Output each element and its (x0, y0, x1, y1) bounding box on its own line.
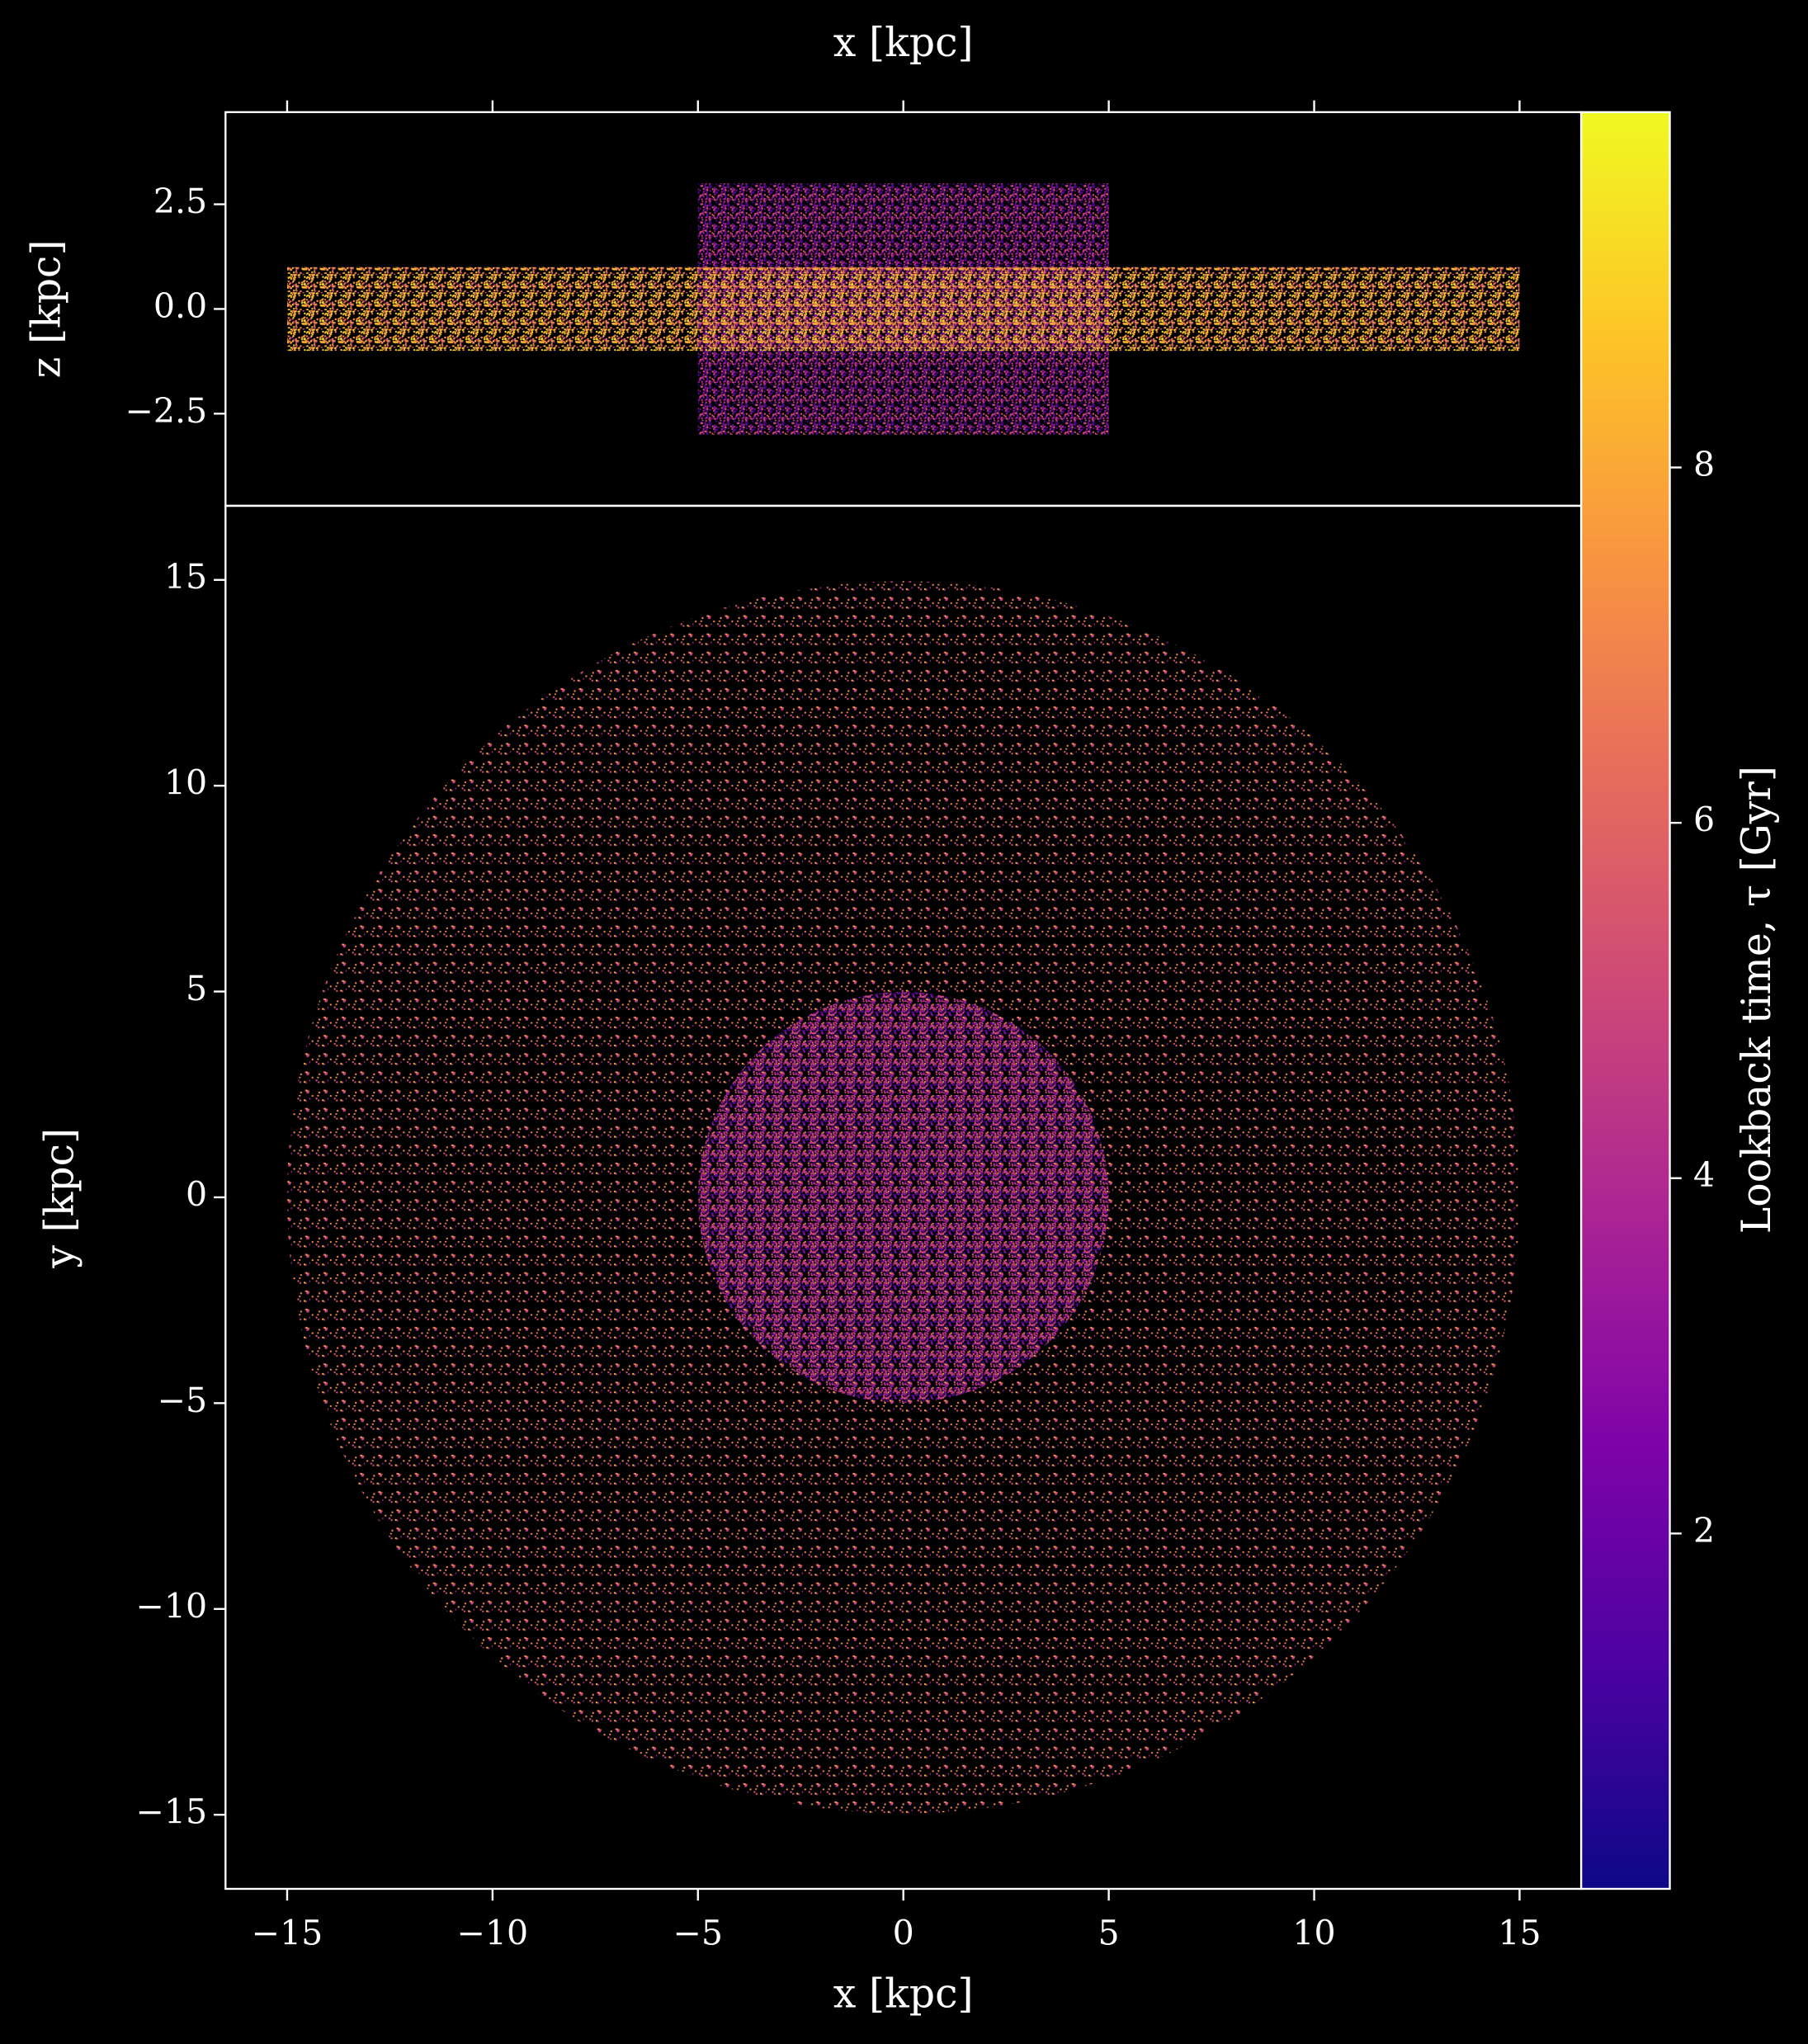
colorbar-tick-label: 4 (1693, 1155, 1715, 1195)
y-tick-label: 0 (186, 1174, 207, 1214)
y-tick-label: 2.5 (153, 182, 207, 221)
x-tick-label: 5 (1098, 1913, 1120, 1952)
y-tick-label: 10 (164, 763, 207, 803)
colorbar-label: Lookback time, τ [Gyr] (1733, 766, 1780, 1234)
colorbar-tick-label: 2 (1693, 1511, 1715, 1551)
y-tick-label: 5 (186, 969, 207, 1008)
top-y-label: z [kpc] (23, 239, 70, 378)
x-label: x [kpc] (833, 1971, 974, 2018)
y-tick-label: −5 (158, 1381, 208, 1420)
x-tick-label: 0 (893, 1913, 914, 1952)
particle-region (286, 267, 1520, 352)
particle-region (697, 992, 1109, 1403)
y-tick-label: 0.0 (153, 286, 207, 326)
x-tick-label: −15 (252, 1913, 323, 1952)
y-label: y [kpc] (35, 1128, 83, 1269)
x-tick-label: −5 (673, 1913, 724, 1952)
y-tick-label: −15 (135, 1792, 207, 1832)
y-tick-label: 15 (164, 557, 207, 597)
x-tick-label: 10 (1292, 1913, 1335, 1952)
x-tick-label: −10 (457, 1913, 529, 1952)
colorbar (1579, 111, 1671, 1891)
colorbar-tick-label: 8 (1693, 445, 1715, 484)
x-tick-label: 15 (1498, 1913, 1541, 1952)
y-tick-label: −10 (135, 1586, 207, 1626)
top-x-label: x [kpc] (833, 19, 974, 66)
colorbar-tick-label: 6 (1693, 800, 1715, 840)
y-tick-label: −2.5 (125, 391, 207, 431)
